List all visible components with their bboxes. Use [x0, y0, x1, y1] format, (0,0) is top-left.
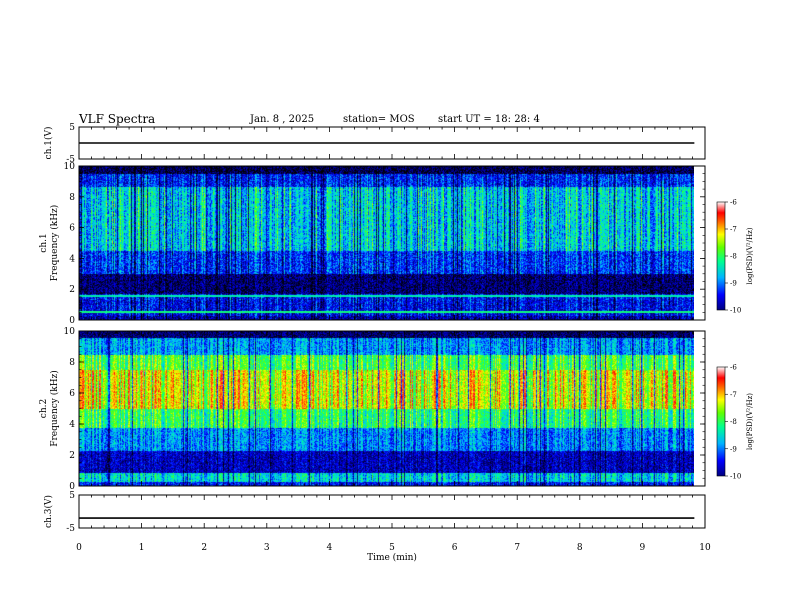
- y-tick-label: 10: [64, 327, 76, 337]
- y-tick-label: -5: [66, 155, 75, 165]
- colorbar-tick-label: -8: [730, 418, 737, 426]
- x-tick-label: 5: [389, 543, 395, 553]
- y-axis-label-voltage: ch.1(V): [43, 127, 54, 160]
- colorbar-tick-label: -10: [730, 307, 741, 315]
- colorbar-tick-label: -7: [730, 226, 737, 234]
- y-axis-label-channel: ch.2: [39, 399, 49, 418]
- start-time-label: start UT = 18: 28: 4: [438, 114, 540, 125]
- colorbar-tick-label: -9: [730, 445, 737, 453]
- y-tick-label: 4: [69, 420, 75, 430]
- spectrogram-image: [79, 166, 694, 320]
- y-axis-label-frequency: Frequency (kHz): [49, 370, 60, 447]
- x-tick-label: 10: [699, 543, 711, 553]
- y-axis-label-frequency: Frequency (kHz): [49, 205, 60, 282]
- y-axis-label-channel: ch.1: [39, 233, 49, 252]
- y-tick-label: 5: [69, 491, 75, 501]
- y-tick-label: 6: [69, 224, 75, 234]
- colorbar-tick-label: -6: [730, 199, 737, 207]
- y-tick-label: 5: [69, 123, 75, 133]
- date-label: Jan. 8 , 2025: [250, 114, 315, 125]
- colorbar-tick-label: -10: [730, 473, 741, 481]
- station-label: station= MOS: [343, 114, 415, 125]
- x-tick-label: 9: [640, 543, 646, 553]
- y-tick-label: 10: [64, 162, 76, 172]
- colorbar: [716, 201, 726, 311]
- colorbar-tick-label: -7: [730, 391, 737, 399]
- x-tick-label: 6: [452, 543, 458, 553]
- x-tick-label: 3: [264, 543, 270, 553]
- spectrogram-image: [79, 331, 694, 486]
- x-tick-label: 1: [139, 543, 145, 553]
- y-tick-label: 0: [69, 482, 75, 492]
- colorbar: [716, 366, 726, 477]
- y-tick-label: 8: [69, 358, 75, 368]
- colorbar-tick-label: -6: [730, 364, 737, 372]
- y-tick-label: 4: [69, 254, 75, 264]
- y-tick-label: -5: [66, 524, 75, 534]
- y-tick-label: 0: [69, 316, 75, 326]
- colorbar-label: log(PSD)(V²/Hz): [746, 227, 754, 284]
- y-tick-label: 2: [69, 285, 75, 295]
- x-tick-label: 4: [327, 543, 333, 553]
- y-tick-label: 2: [69, 451, 75, 461]
- colorbar-tick-label: -9: [730, 280, 737, 288]
- chart-title: VLF Spectra: [79, 112, 156, 126]
- x-axis-label: Time (min): [367, 552, 417, 563]
- x-tick-label: 2: [201, 543, 207, 553]
- x-tick-label: 0: [76, 543, 82, 553]
- x-tick-label: 7: [514, 543, 520, 553]
- y-tick-label: 6: [69, 389, 75, 399]
- colorbar-label: log(PSD)(V²/Hz): [746, 393, 754, 450]
- y-axis-label-voltage: ch.3(V): [43, 495, 54, 528]
- colorbar-tick-label: -8: [730, 253, 737, 261]
- y-tick-label: 8: [69, 193, 75, 203]
- x-tick-label: 8: [577, 543, 583, 553]
